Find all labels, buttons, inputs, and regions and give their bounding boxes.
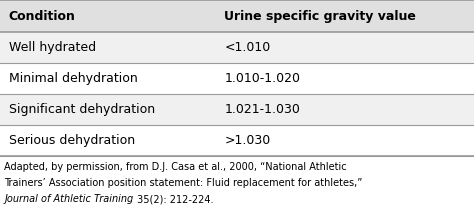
Text: Significant dehydration: Significant dehydration — [9, 103, 155, 116]
Bar — [0, 0, 474, 32]
Text: Journal of Athletic Training: Journal of Athletic Training — [4, 194, 134, 204]
Text: Well hydrated: Well hydrated — [9, 41, 96, 54]
Text: 1.010-1.020: 1.010-1.020 — [224, 72, 300, 85]
Text: Serious dehydration: Serious dehydration — [9, 134, 135, 147]
Text: Trainers’ Association position statement: Fluid replacement for athletes,”: Trainers’ Association position statement… — [4, 178, 363, 188]
Text: 35(2): 212-224.: 35(2): 212-224. — [134, 194, 213, 204]
Bar — [0, 63, 474, 94]
Bar — [0, 32, 474, 63]
Text: Adapted, by permission, from D.J. Casa et al., 2000, “National Athletic: Adapted, by permission, from D.J. Casa e… — [4, 162, 347, 172]
Text: Condition: Condition — [9, 10, 75, 23]
Text: Urine specific gravity value: Urine specific gravity value — [224, 10, 416, 23]
Text: Minimal dehydration: Minimal dehydration — [9, 72, 137, 85]
Text: <1.010: <1.010 — [224, 41, 271, 54]
Bar — [0, 125, 474, 156]
Bar — [0, 156, 474, 209]
Text: 1.021-1.030: 1.021-1.030 — [224, 103, 300, 116]
Bar — [0, 94, 474, 125]
Text: >1.030: >1.030 — [224, 134, 271, 147]
